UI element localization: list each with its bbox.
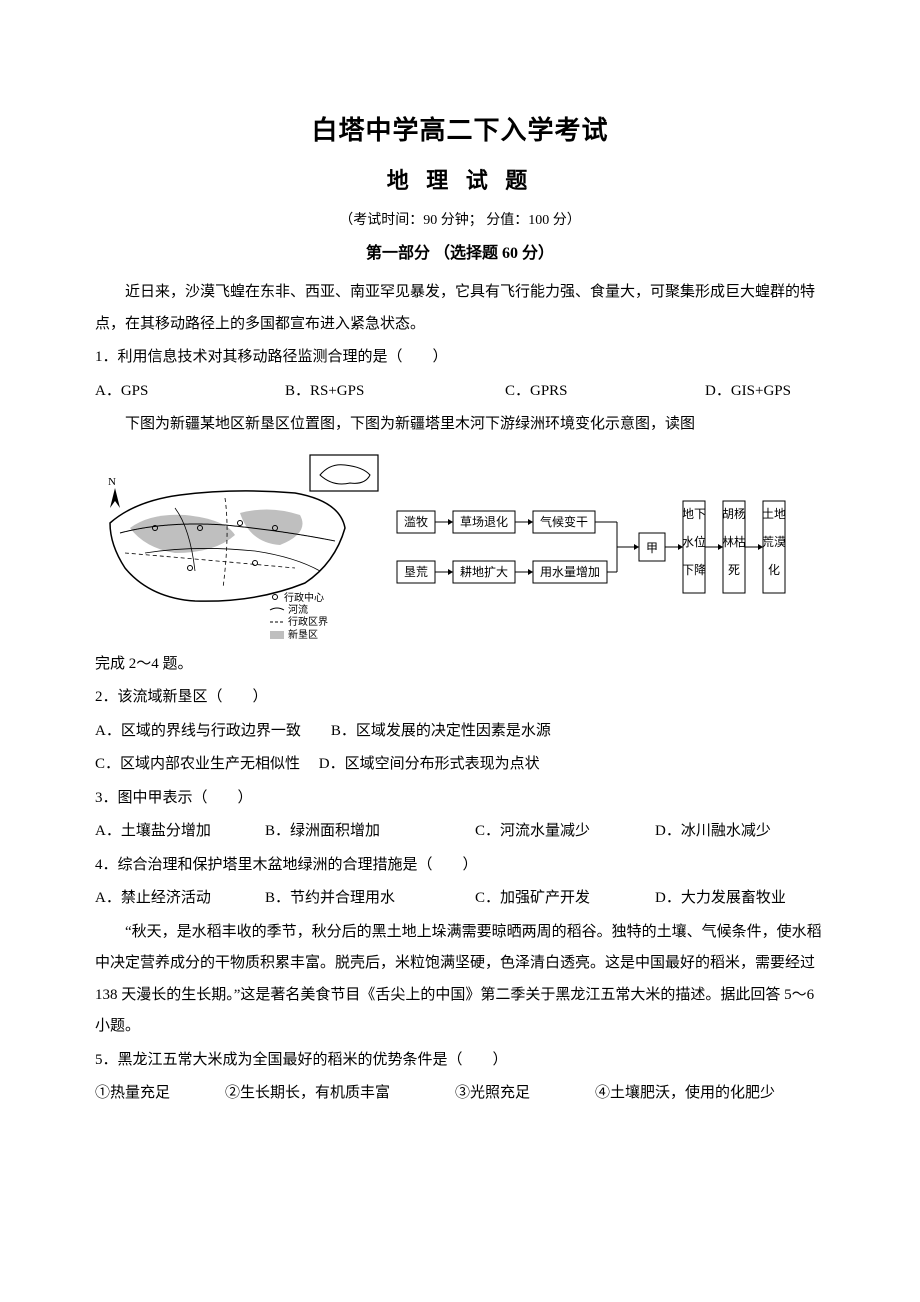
q1-opt-d: D．GIS+GPS: [705, 376, 825, 408]
q2-opts-line1: A．区域的界线与行政边界一致 B．区域发展的决定性因素是水源: [95, 716, 825, 748]
q3-opt-a: A．土壤盐分增加: [95, 816, 265, 848]
passage-2-intro: 下图为新疆某地区新垦区位置图，下图为新疆塔里木河下游绿洲环境变化示意图，读图: [95, 409, 825, 441]
svg-text:荒漠: 荒漠: [762, 535, 786, 549]
svg-text:下降: 下降: [682, 563, 706, 577]
svg-text:行政区界: 行政区界: [288, 615, 328, 628]
figure-container: N 行政中心 河流 行政区界 新垦区: [95, 453, 825, 643]
q4-opt-c: C．加强矿产开发: [475, 883, 655, 915]
q1-opt-b: B．RS+GPS: [285, 376, 505, 408]
q2-opts-line2: C．区域内部农业生产无相似性 D．区域空间分布形式表现为点状: [95, 749, 825, 781]
q1-opt-a: A．GPS: [95, 376, 285, 408]
q5-stem: 5．黑龙江五常大米成为全国最好的稻米的优势条件是（ ）: [95, 1045, 825, 1077]
q1-opt-c: C．GPRS: [505, 376, 705, 408]
q3-opt-b: B．绿洲面积增加: [265, 816, 475, 848]
svg-text:N: N: [108, 476, 116, 488]
q1-options: A．GPS B．RS+GPS C．GPRS D．GIS+GPS: [95, 376, 825, 408]
section-title: 第一部分 （选择题 60 分）: [95, 239, 825, 263]
svg-text:草场退化: 草场退化: [460, 515, 508, 529]
svg-text:气候变干: 气候变干: [540, 514, 588, 529]
svg-text:林枯: 林枯: [722, 534, 746, 549]
exam-info: （考试时间：90 分钟； 分值：100 分）: [95, 209, 825, 229]
q4-opt-a: A．禁止经济活动: [95, 883, 265, 915]
q3-stem: 3．图中甲表示（ ）: [95, 783, 825, 815]
svg-text:胡杨: 胡杨: [722, 506, 746, 521]
sub-title: 地 理 试 题: [95, 163, 825, 195]
passage-3: “秋天，是水稻丰收的季节，秋分后的黑土地上垛满需要晾晒两周的稻谷。独特的土壤、气…: [95, 917, 825, 1043]
q1-stem: 1．利用信息技术对其移动路径监测合理的是（ ）: [95, 342, 825, 374]
q4-opt-b: B．节约并合理用水: [265, 883, 475, 915]
q5-cond-2: ②生长期长，有机质丰富: [225, 1078, 455, 1110]
svg-text:行政中心: 行政中心: [284, 591, 324, 604]
svg-text:地下: 地下: [682, 507, 706, 521]
svg-text:耕地扩大: 耕地扩大: [460, 564, 508, 579]
q2-stem: 2．该流域新垦区（ ）: [95, 682, 825, 714]
q4-options: A．禁止经济活动 B．节约并合理用水 C．加强矿产开发 D．大力发展畜牧业: [95, 883, 825, 915]
q4-opt-d: D．大力发展畜牧业: [655, 883, 825, 915]
q5-conditions: ①热量充足 ②生长期长，有机质丰富 ③光照充足 ④土壤肥沃，使用的化肥少: [95, 1078, 825, 1110]
svg-text:用水量增加: 用水量增加: [540, 565, 600, 579]
q5-cond-1: ①热量充足: [95, 1078, 225, 1110]
svg-text:土地: 土地: [762, 507, 786, 521]
q5-cond-4: ④土壤肥沃，使用的化肥少: [595, 1078, 825, 1110]
svg-text:新垦区: 新垦区: [288, 628, 318, 641]
svg-text:化: 化: [768, 563, 780, 577]
passage-1: 近日来，沙漠飞蝗在东非、西亚、南亚罕见暴发，它具有飞行能力强、食量大，可聚集形成…: [95, 277, 825, 340]
svg-text:滥牧: 滥牧: [404, 515, 428, 529]
svg-text:垦荒: 垦荒: [404, 565, 428, 579]
completion-text: 完成 2～4 题。: [95, 649, 825, 681]
flowchart-figure: 滥牧 草场退化 气候变干 垦荒 耕地扩大 用水量增加 甲: [395, 483, 835, 613]
svg-text:水位: 水位: [682, 534, 706, 549]
q3-options: A．土壤盐分增加 B．绿洲面积增加 C．河流水量减少 D．冰川融水减少: [95, 816, 825, 848]
main-title: 白塔中学高二下入学考试: [95, 110, 825, 147]
svg-text:死: 死: [728, 563, 740, 577]
q4-stem: 4．综合治理和保护塔里木盆地绿洲的合理措施是（ ）: [95, 850, 825, 882]
q3-opt-c: C．河流水量减少: [475, 816, 655, 848]
map-figure: N 行政中心 河流 行政区界 新垦区: [95, 453, 385, 643]
q3-opt-d: D．冰川融水减少: [655, 816, 825, 848]
q5-cond-3: ③光照充足: [455, 1078, 595, 1110]
svg-text:河流: 河流: [288, 603, 308, 616]
svg-text:甲: 甲: [646, 541, 658, 555]
